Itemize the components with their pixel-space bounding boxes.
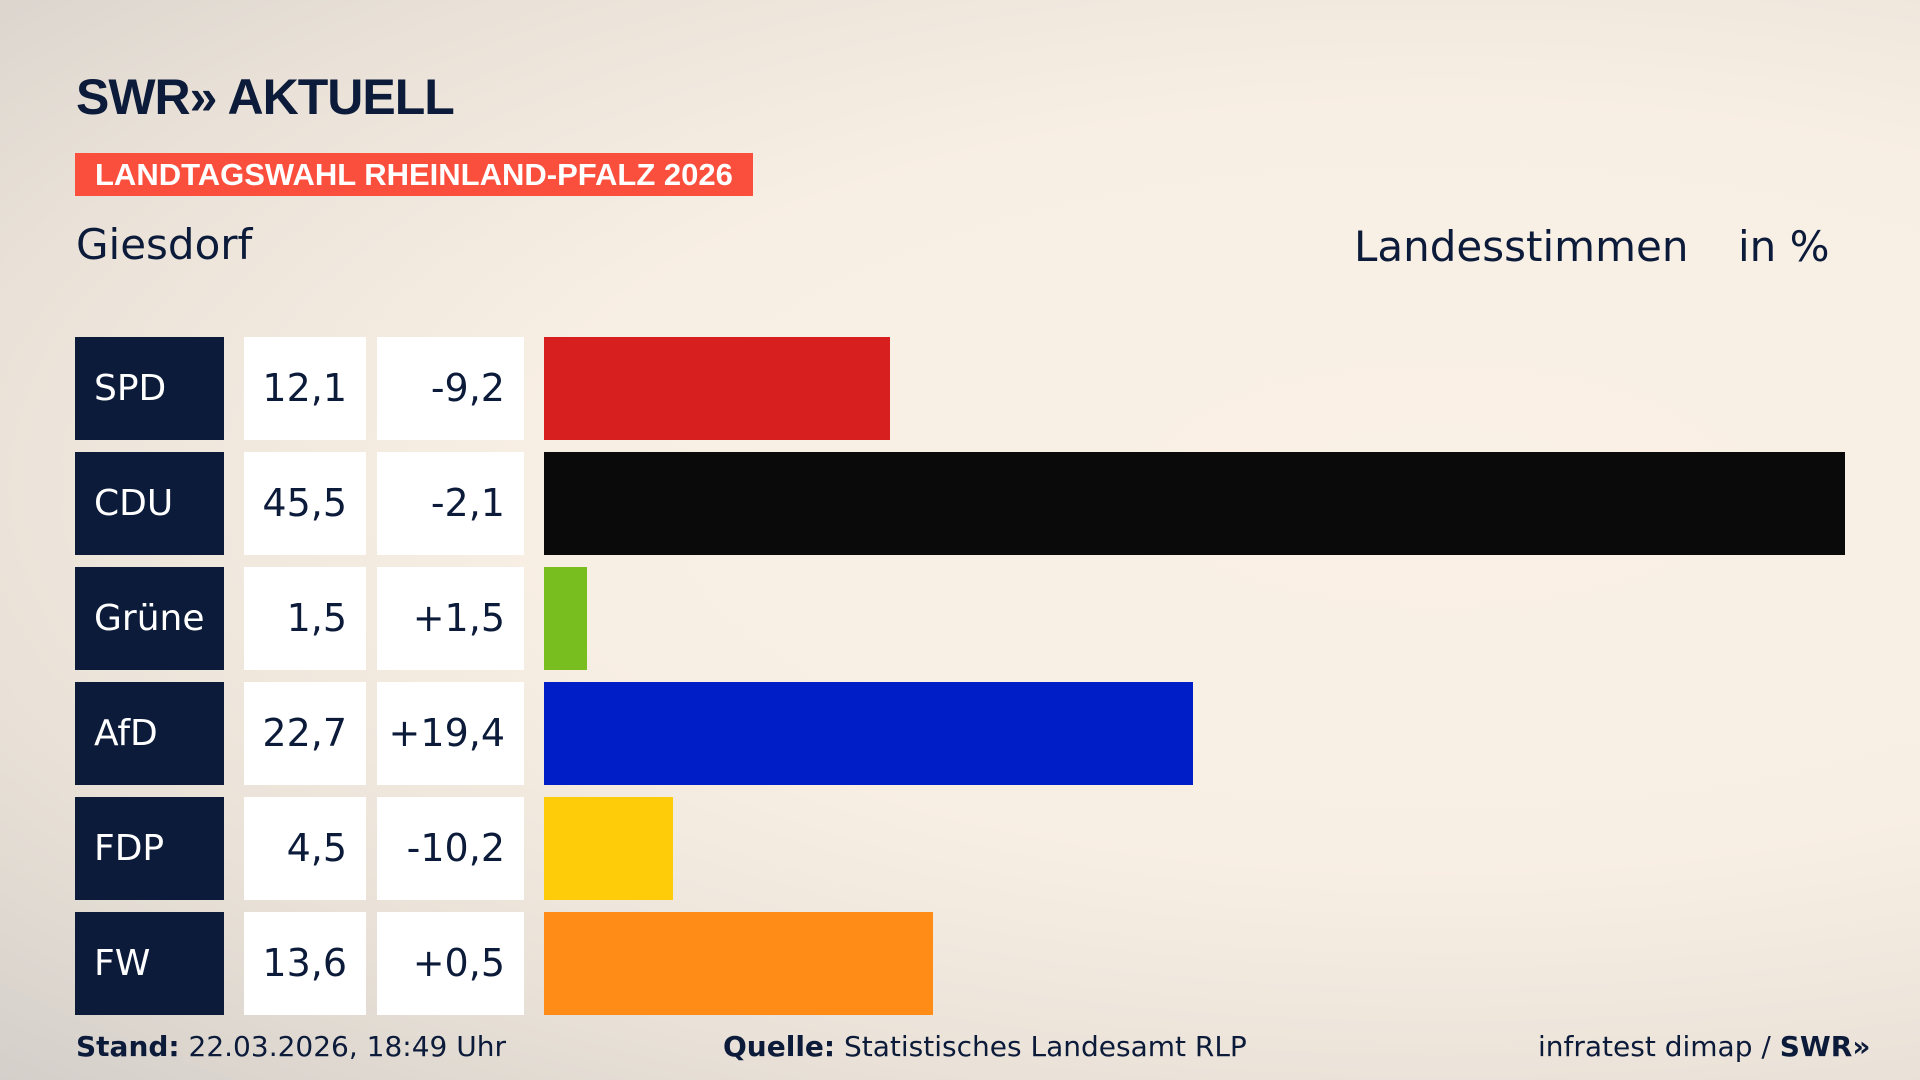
timestamp: Stand: 22.03.2026, 18:49 Uhr xyxy=(76,1030,506,1063)
bar xyxy=(544,797,673,900)
diff-label: +19,4 xyxy=(377,682,524,785)
party-label: FW xyxy=(75,912,224,1015)
election-banner: LANDTAGSWAHL RHEINLAND-PFALZ 2026 xyxy=(75,153,753,196)
value-label: 4,5 xyxy=(244,797,366,900)
party-row: Grüne 1,5 +1,5 xyxy=(75,567,1875,670)
diff-label: -2,1 xyxy=(377,452,524,555)
party-row: AfD 22,7 +19,4 xyxy=(75,682,1875,785)
diff-label: +1,5 xyxy=(377,567,524,670)
bar xyxy=(544,567,587,670)
value-label: 13,6 xyxy=(244,912,366,1015)
party-label: CDU xyxy=(75,452,224,555)
party-row: FDP 4,5 -10,2 xyxy=(75,797,1875,900)
swr-aktuell-logo: SWR» AKTUELL xyxy=(76,69,455,125)
location-title: Giesdorf xyxy=(76,220,253,269)
vote-type-label: Landesstimmen xyxy=(1354,222,1689,271)
credit: infratest dimap / SWR» xyxy=(1538,1030,1871,1063)
party-label: FDP xyxy=(75,797,224,900)
value-label: 22,7 xyxy=(244,682,366,785)
bar xyxy=(544,912,933,1015)
party-label: SPD xyxy=(75,337,224,440)
unit-label: in % xyxy=(1738,222,1830,271)
value-label: 45,5 xyxy=(244,452,366,555)
diff-label: +0,5 xyxy=(377,912,524,1015)
value-label: 12,1 xyxy=(244,337,366,440)
party-label: Grüne xyxy=(75,567,224,670)
party-row: FW 13,6 +0,5 xyxy=(75,912,1875,1015)
party-row: SPD 12,1 -9,2 xyxy=(75,337,1875,440)
diff-label: -9,2 xyxy=(377,337,524,440)
party-label: AfD xyxy=(75,682,224,785)
value-label: 1,5 xyxy=(244,567,366,670)
source: Quelle: Statistisches Landesamt RLP xyxy=(723,1030,1247,1063)
bar xyxy=(544,452,1845,555)
bar xyxy=(544,337,890,440)
bar xyxy=(544,682,1194,785)
party-row: CDU 45,5 -2,1 xyxy=(75,452,1875,555)
diff-label: -10,2 xyxy=(377,797,524,900)
